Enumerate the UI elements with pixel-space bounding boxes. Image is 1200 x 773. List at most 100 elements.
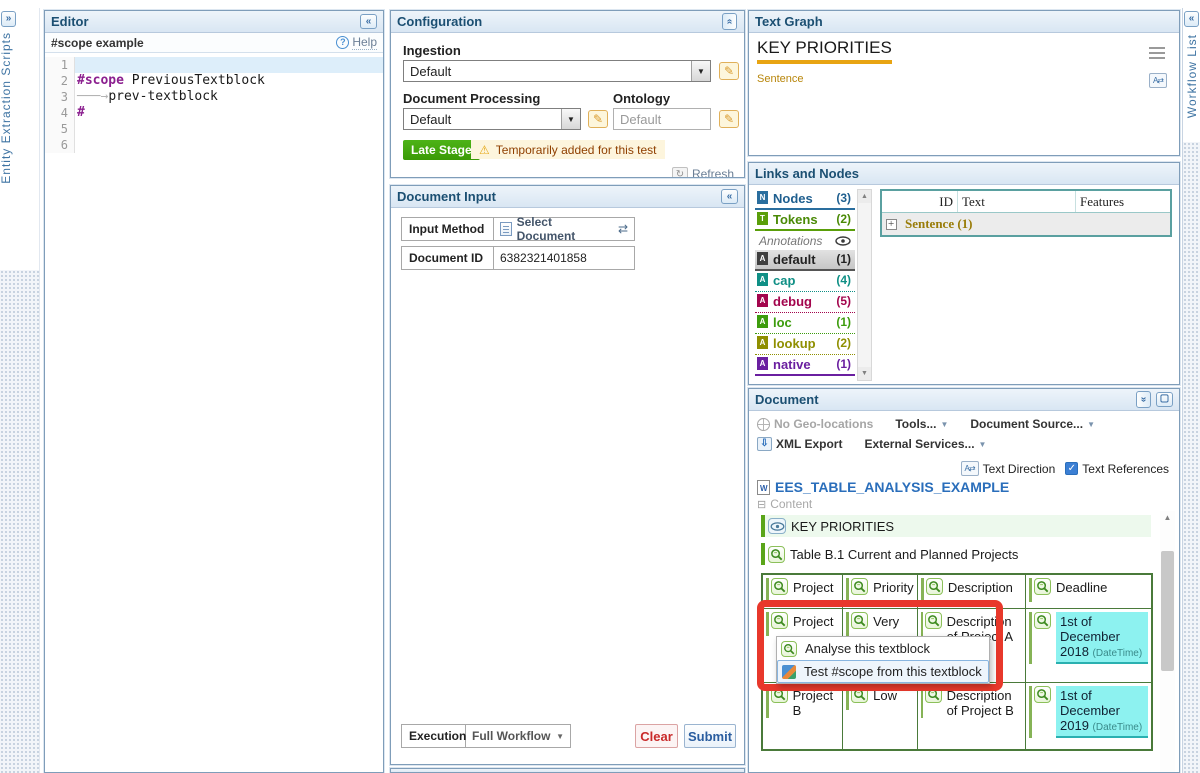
execution-select[interactable]: Full Workflow ▼ xyxy=(466,725,570,747)
sentence-row[interactable]: Sentence (1) xyxy=(882,213,1170,235)
help-icon[interactable] xyxy=(336,36,350,49)
input-method-value-cell[interactable]: Select Document ⇄ xyxy=(494,215,634,243)
magnifier-icon[interactable] xyxy=(768,545,785,563)
expand-plus-icon[interactable] xyxy=(886,218,897,230)
doc-processing-select[interactable]: Default ▼ xyxy=(403,108,581,130)
magnifier-icon[interactable] xyxy=(1034,578,1051,595)
document-scrollbar[interactable]: ▲ xyxy=(1160,511,1175,772)
refresh-link[interactable]: Refresh xyxy=(692,167,734,177)
dropdown-arrow-icon[interactable]: ▼ xyxy=(691,61,710,81)
refresh-control[interactable]: Refresh xyxy=(671,167,734,177)
list-item-tokens[interactable]: T Tokens (2) xyxy=(755,210,855,231)
item-label: Nodes xyxy=(773,191,813,206)
configuration-panel: Configuration « Ingestion Default ▼ Docu… xyxy=(390,10,745,178)
visibility-eye-icon[interactable] xyxy=(835,236,851,246)
collapse-content-icon[interactable] xyxy=(757,498,766,511)
magnifier-icon[interactable] xyxy=(924,611,942,629)
item-label: Tokens xyxy=(773,212,818,227)
document-id-field[interactable]: 6382321401858 xyxy=(494,247,634,269)
xml-export-button[interactable]: XML Export xyxy=(757,437,842,451)
list-item-loc[interactable]: A loc (1) xyxy=(755,313,855,334)
nodes-table: ID Text Features Sentence (1) xyxy=(880,189,1172,237)
scrollbar-thumb[interactable] xyxy=(1161,551,1174,671)
scroll-down-icon[interactable]: ▼ xyxy=(858,367,871,380)
scroll-up-icon[interactable]: ▲ xyxy=(1163,513,1172,522)
document-source-menu[interactable]: Document Source... ▼ xyxy=(970,417,1095,431)
tools-menu[interactable]: Tools... ▼ xyxy=(895,417,948,431)
list-item-default[interactable]: A default (1) xyxy=(755,250,855,271)
magnifier-icon[interactable] xyxy=(851,578,869,595)
annotation-list-scrollbar[interactable]: ▲ ▼ xyxy=(857,189,872,381)
help-link[interactable]: Help xyxy=(352,35,377,50)
expand-left-rail-button[interactable]: » xyxy=(1,11,16,27)
magnifier-icon[interactable] xyxy=(851,611,869,629)
swap-method-icon[interactable]: ⇄ xyxy=(617,222,628,236)
caret-down-icon: ▼ xyxy=(940,419,949,429)
document-icon xyxy=(500,222,512,236)
caption-text: Table B.1 Current and Planned Projects xyxy=(790,546,1019,562)
document-file-title[interactable]: EES_TABLE_ANALYSIS_EXAMPLE xyxy=(775,479,1010,495)
table-caption-textblock[interactable]: Table B.1 Current and Planned Projects xyxy=(761,543,1151,565)
graph-text-direction-icon[interactable] xyxy=(1149,73,1167,88)
magnifier-icon[interactable] xyxy=(1034,685,1051,703)
submit-button[interactable]: Submit xyxy=(684,724,736,748)
list-item-cap[interactable]: A cap (4) xyxy=(755,271,855,292)
list-item-debug[interactable]: A debug (5) xyxy=(755,292,855,313)
text-graph-panel: Text Graph KEY PRIORITIES Sentence xyxy=(748,10,1180,156)
doc-processing-value: Default xyxy=(410,111,452,127)
content-section-label[interactable]: Content xyxy=(757,497,812,511)
refresh-icon[interactable] xyxy=(671,167,688,177)
word-document-icon xyxy=(757,479,770,495)
edit-ingestion-icon[interactable] xyxy=(719,62,739,80)
clear-button[interactable]: Clear xyxy=(635,724,678,748)
heading-textblock[interactable]: KEY PRIORITIES xyxy=(761,515,1151,537)
text-graph-title: Text Graph xyxy=(755,14,823,29)
text-references-control[interactable]: Text References xyxy=(1065,462,1169,476)
code-editor[interactable]: 1 2 #scope PreviousTextblock 3 ───→prev-te… xyxy=(45,53,383,153)
edit-doc-processing-icon[interactable] xyxy=(588,110,608,128)
dropdown-arrow-icon[interactable]: ▼ xyxy=(561,109,580,129)
magnifier-icon[interactable] xyxy=(771,611,788,629)
right-rail-texture xyxy=(1183,142,1200,773)
collapse-document-icon[interactable]: « xyxy=(1136,391,1151,408)
magnifier-icon[interactable] xyxy=(924,685,942,703)
text-references-checkbox[interactable] xyxy=(1065,462,1079,475)
collapse-editor-icon[interactable]: « xyxy=(360,14,377,29)
magnifier-icon[interactable] xyxy=(1034,611,1051,629)
list-item-lookup[interactable]: A lookup (2) xyxy=(755,334,855,355)
annotation-bar xyxy=(1029,578,1032,602)
external-services-menu[interactable]: External Services... ▼ xyxy=(864,437,986,451)
collapse-document-input-icon[interactable]: « xyxy=(721,189,738,204)
annotation-bar xyxy=(846,578,850,602)
editor-title: Editor xyxy=(51,14,89,29)
edit-ontology-icon[interactable] xyxy=(719,110,739,128)
list-item-nodes[interactable]: N Nodes (3) xyxy=(755,189,855,210)
datetime-cell[interactable]: 1st of December 2018 (DateTime) xyxy=(1056,611,1148,664)
ontology-field[interactable]: Default xyxy=(613,108,711,130)
editor-subheader: #scope example Help xyxy=(45,33,383,53)
magnifier-icon[interactable] xyxy=(770,685,788,703)
text-direction-control[interactable]: Text Direction xyxy=(960,461,1055,476)
scroll-up-icon[interactable]: ▲ xyxy=(858,190,871,203)
text-direction-icon[interactable] xyxy=(960,461,979,476)
menu-item-test-scope[interactable]: Test #scope from this textblock xyxy=(777,660,989,683)
list-item-native[interactable]: A native (1) xyxy=(755,355,855,376)
collapse-right-rail-button[interactable]: « xyxy=(1184,11,1199,27)
code-line: 6 xyxy=(45,137,383,153)
magnifier-icon[interactable] xyxy=(925,578,943,595)
menu-item-analyse[interactable]: Analyse this textblock xyxy=(777,637,989,660)
graph-menu-icon[interactable] xyxy=(1149,47,1165,59)
collapse-configuration-icon[interactable]: « xyxy=(722,13,737,30)
magnifier-icon[interactable] xyxy=(771,578,788,595)
magnifier-icon[interactable] xyxy=(851,685,869,703)
annotation-bar xyxy=(761,543,765,565)
item-count: (2) xyxy=(836,212,851,226)
cell-text: Description of Project B xyxy=(946,687,1014,718)
document-title-row: EES_TABLE_ANALYSIS_EXAMPLE xyxy=(757,479,1009,495)
maximize-document-icon[interactable]: ▢ xyxy=(1156,392,1173,407)
eye-icon[interactable] xyxy=(768,518,786,534)
ingestion-select[interactable]: Default ▼ xyxy=(403,60,711,82)
datetime-cell[interactable]: 1st of December 2019 (DateTime) xyxy=(1056,685,1148,738)
graph-annotation-label[interactable]: Sentence xyxy=(757,73,804,85)
graph-highlight-text[interactable]: KEY PRIORITIES xyxy=(757,38,892,64)
